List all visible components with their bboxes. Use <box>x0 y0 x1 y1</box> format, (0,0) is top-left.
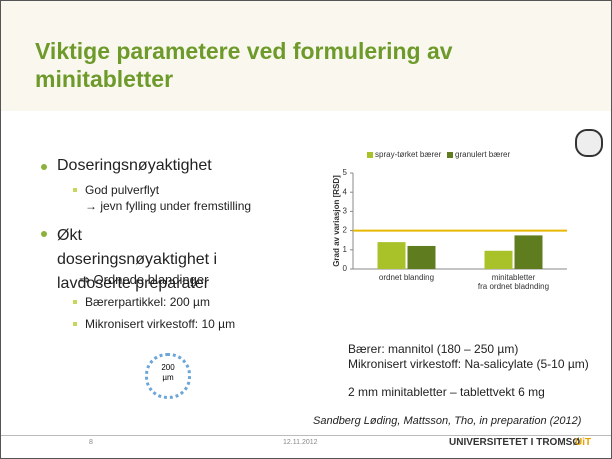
bar <box>484 250 513 269</box>
bar <box>407 245 436 269</box>
note: Bærer: mannitol (180 – 250 µm) <box>348 342 519 356</box>
date: 12.11.2012 <box>283 439 318 446</box>
university: UNIVERSITETET I TROMSØ <box>449 437 581 448</box>
y-tick-label: 1 <box>343 245 348 254</box>
note: 2 mm minitabletter – tablettvekt 6 mg <box>348 385 545 399</box>
y-axis-label: Grad av variasjon [RSD] <box>332 175 341 267</box>
legend-swatch <box>367 152 373 158</box>
y-tick-label: 0 <box>343 264 348 273</box>
footer-rule <box>1 435 611 436</box>
bar <box>514 235 543 269</box>
note: Mikronisert virkestoff: Na-salicylate (5… <box>348 357 589 371</box>
citation: Sandberg Løding, Mattsson, Tho, in prepa… <box>313 415 582 427</box>
legend-label: granulert bærer <box>455 150 510 159</box>
y-tick-label: 5 <box>343 168 348 177</box>
bullet-note: ⇒ Ordnede blandinger <box>79 272 209 287</box>
y-tick-label: 4 <box>343 187 348 196</box>
logo: UiT <box>575 437 592 448</box>
legend-label: spray-tørket bærer <box>375 150 442 159</box>
bar <box>377 242 406 269</box>
bullet-note: → jevn fylling under fremstilling <box>85 199 252 213</box>
x-tick-label: ordnet blanding <box>378 273 435 282</box>
legend-swatch <box>447 152 453 158</box>
sub-bullet: Mikronisert virkestoff: 10 µm <box>72 317 236 331</box>
seal <box>575 129 603 157</box>
title-band <box>1 1 611 111</box>
y-tick-label: 3 <box>343 207 348 216</box>
particle <box>145 353 191 399</box>
y-tick-label: 2 <box>343 226 348 235</box>
page-number: 8 <box>89 439 93 446</box>
sub-bullet: God pulverflyt <box>72 183 160 197</box>
bullet: Økt doseringsnøyaktighet i lavdoserte pr… <box>41 224 227 296</box>
sub-bullet: Bærerpartikkel: 200 µm <box>73 295 210 309</box>
slide-title: Viktige parametere ved formulering av mi… <box>35 38 453 92</box>
particle-label: 200 µm <box>161 363 175 382</box>
x-tick-label: minitabletter fra ordnet bladnding <box>477 273 550 291</box>
bullet: Doseringsnøyaktighet <box>41 157 212 174</box>
